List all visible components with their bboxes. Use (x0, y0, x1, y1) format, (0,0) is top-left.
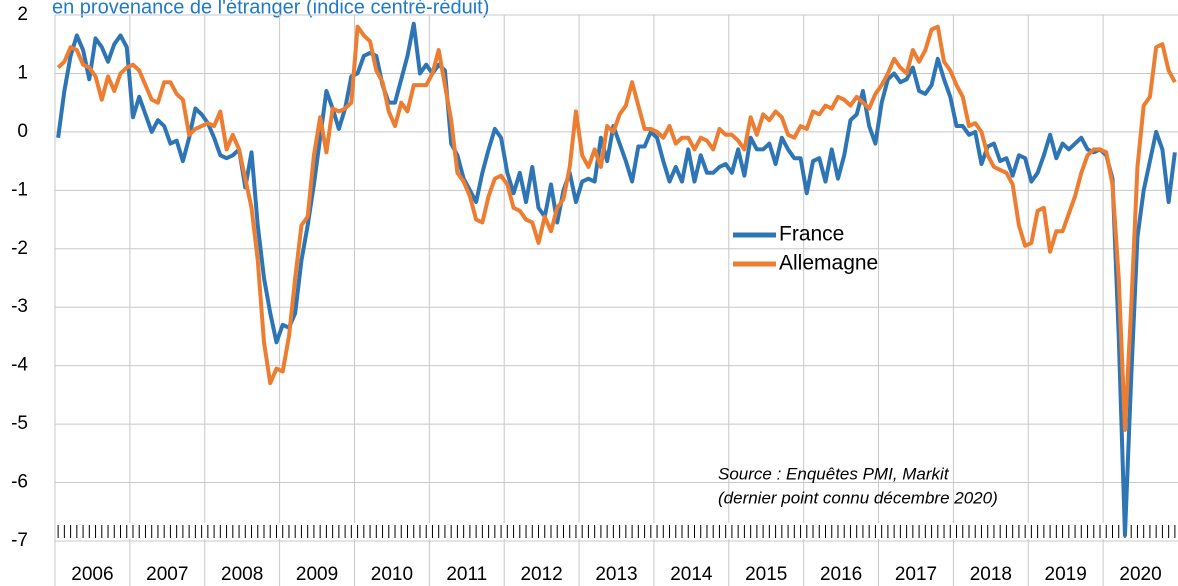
y-tick-label: 1 (17, 62, 28, 83)
series-line (56, 21, 1177, 538)
y-tick-label: 2 (17, 4, 28, 25)
y-tick-label: -7 (11, 530, 28, 551)
y-tick-label: 0 (17, 121, 28, 142)
y-tick-label: -4 (11, 355, 28, 376)
x-tick-label: 2020 (1119, 564, 1161, 585)
x-tick-label: 2006 (71, 564, 113, 585)
x-tick-label: 2014 (670, 564, 713, 585)
y-tick-label: -3 (11, 296, 28, 317)
x-tick-label: 2011 (446, 564, 487, 585)
legend-label: France (779, 223, 844, 246)
y-tick-label: -1 (11, 179, 28, 200)
legend-label: Allemagne (779, 252, 878, 275)
y-tick-label: -6 (11, 472, 28, 493)
x-tick-label: 2007 (146, 564, 188, 585)
x-tick-label: 2015 (745, 564, 787, 585)
x-tick-label: 2018 (970, 564, 1012, 585)
annotation: Source : Enquêtes PMI, Markit (718, 464, 950, 483)
x-tick-label: 2019 (1045, 564, 1087, 585)
tick-band (57, 523, 1176, 539)
y-tick-label: -5 (11, 413, 28, 434)
x-tick-label: 2012 (520, 564, 562, 585)
x-tick-label: 2017 (895, 564, 937, 585)
x-tick-label: 2013 (595, 564, 637, 585)
chart-title: en provenance de l'étranger (indice cent… (52, 0, 489, 18)
x-tick-label: 2010 (371, 564, 413, 585)
series-line (56, 24, 1177, 432)
y-tick-label: -2 (11, 238, 28, 259)
x-tick-label: 2016 (820, 564, 862, 585)
x-tick-label: 2009 (296, 564, 338, 585)
x-tick-label: 2008 (221, 564, 263, 585)
annotation: (dernier point connu décembre 2020) (718, 488, 998, 507)
